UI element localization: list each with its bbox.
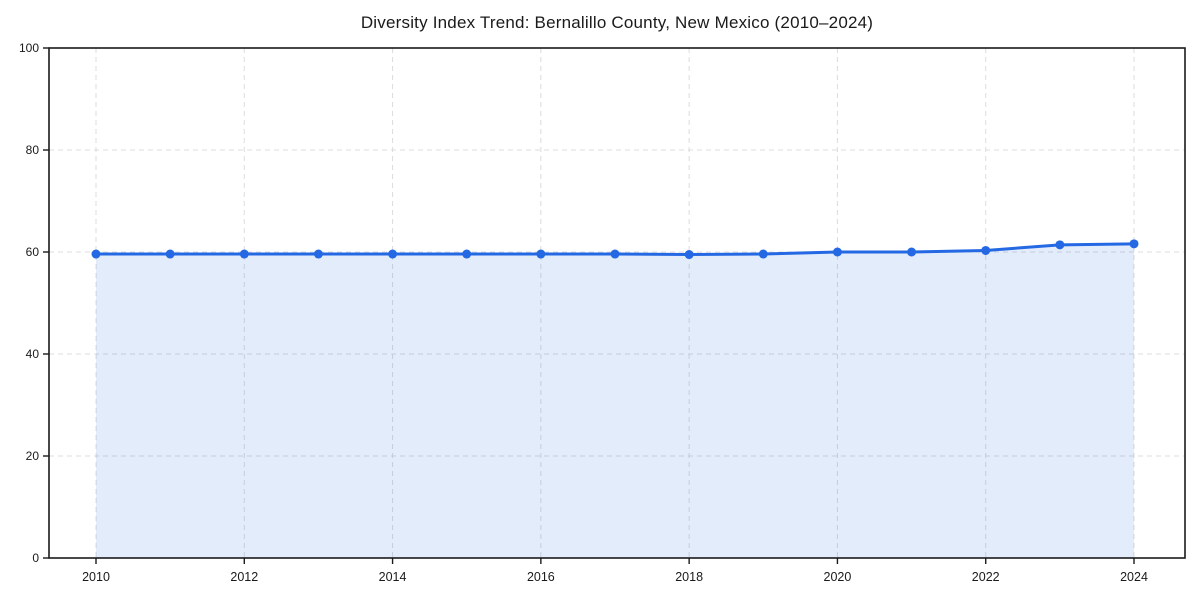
y-tick-label: 60 — [26, 245, 40, 259]
data-point — [91, 249, 101, 259]
data-point — [165, 249, 175, 259]
x-tick-label: 2022 — [972, 570, 1000, 584]
x-tick-label: 2010 — [82, 570, 110, 584]
x-tick-label: 2016 — [527, 570, 555, 584]
x-tick-label: 2014 — [379, 570, 407, 584]
data-point — [462, 249, 472, 259]
data-point — [1055, 240, 1065, 250]
data-point — [907, 247, 917, 257]
x-tick-label: 2012 — [230, 570, 258, 584]
data-point — [610, 249, 620, 259]
data-point — [536, 249, 546, 259]
x-tick-label: 2020 — [824, 570, 852, 584]
data-point — [684, 250, 694, 260]
data-point — [758, 249, 768, 259]
chart-title: Diversity Index Trend: Bernalillo County… — [360, 13, 874, 32]
y-tick-label: 40 — [26, 347, 40, 361]
data-point — [1129, 239, 1139, 249]
data-point — [832, 247, 842, 257]
y-tick-label: 20 — [26, 449, 40, 463]
series-area — [96, 243, 1134, 558]
y-tick-label: 0 — [32, 551, 39, 565]
y-tick-label: 100 — [19, 41, 39, 55]
data-point — [313, 249, 323, 259]
data-point — [981, 245, 991, 255]
plot-border — [48, 47, 1186, 559]
x-tick-label: 2024 — [1120, 570, 1148, 584]
y-tick-label: 80 — [26, 143, 40, 157]
data-point — [239, 249, 249, 259]
x-tick-label: 2018 — [675, 570, 703, 584]
data-point — [388, 249, 398, 259]
